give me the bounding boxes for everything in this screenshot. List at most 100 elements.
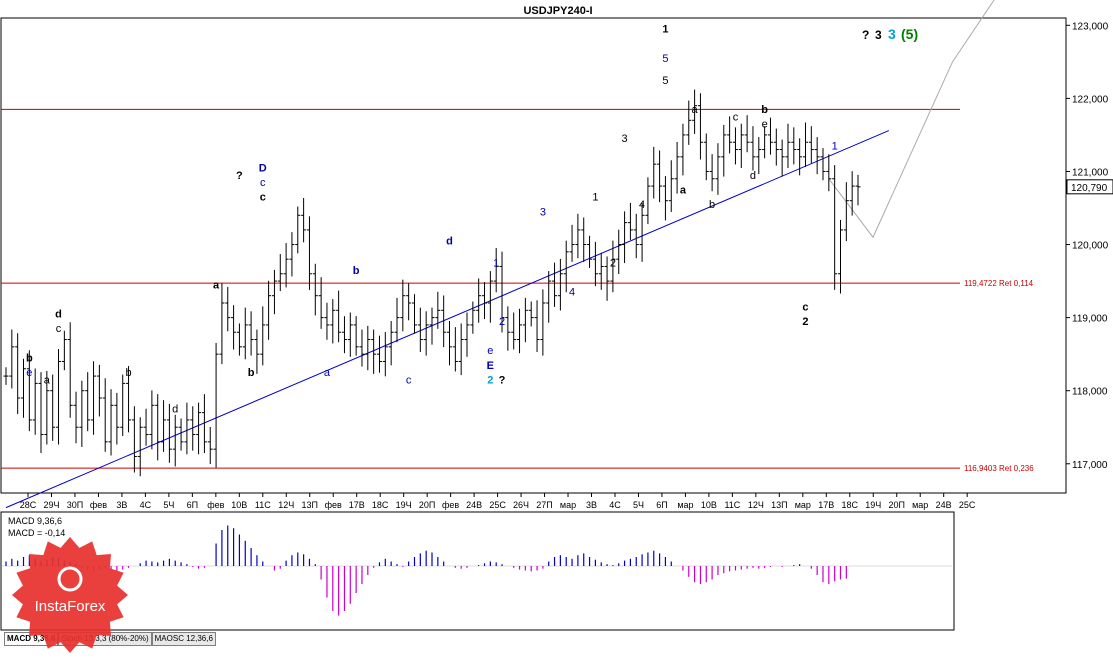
ohlc-bar (178, 418, 184, 451)
wave-label: b (248, 367, 255, 379)
ohlc-bar (826, 154, 832, 192)
ohlc-bar (843, 182, 849, 242)
ohlc-bar (441, 295, 447, 348)
ohlc-bar (517, 308, 523, 354)
ohlc-bar (347, 312, 353, 357)
ohlc-bar (15, 333, 21, 415)
wave-label: c (733, 111, 739, 123)
x-tick-label: 3В (116, 500, 127, 510)
tab-maosc[interactable]: MAOSC 12,36,6 (151, 632, 216, 646)
ohlc-bar (522, 297, 528, 343)
ohlc-bar (260, 306, 266, 366)
ohlc-bar (359, 329, 365, 367)
ohlc-bar (744, 115, 750, 153)
ohlc-bar (382, 331, 388, 377)
ohlc-bar (773, 128, 779, 166)
wave-label: d (446, 236, 453, 248)
x-tick-label: 25С (959, 500, 976, 510)
x-tick-label: 24В (936, 500, 952, 510)
ohlc-bar (406, 283, 412, 321)
ohlc-bar (452, 327, 458, 372)
wave-label: 2 (499, 316, 505, 328)
ohlc-bar (587, 235, 593, 268)
wave-label: e (762, 119, 768, 131)
x-tick-label: 29Ч (43, 500, 59, 510)
ohlc-bar (248, 311, 254, 356)
ohlc-bar (114, 392, 120, 445)
ohlc-bar (236, 323, 242, 356)
forecast-path (828, 0, 995, 239)
wave-label: d (55, 309, 62, 321)
wave-label: b (709, 199, 715, 211)
ohlc-bar (557, 258, 563, 311)
wave-label: b (26, 352, 33, 364)
ohlc-bar (505, 306, 511, 351)
ohlc-bar (622, 211, 628, 264)
ohlc-bar (225, 286, 231, 332)
ohlc-bar (703, 133, 709, 181)
ohlc-bar (581, 217, 587, 262)
ohlc-bar (44, 370, 50, 445)
ohlc-bar (201, 394, 207, 454)
ohlc-bar (289, 232, 295, 277)
ohlc-bar (668, 160, 674, 212)
ohlc-bar (32, 368, 38, 435)
ohlc-bar (56, 349, 62, 445)
ohlc-bar (837, 219, 843, 294)
x-tick-label: фев (325, 500, 342, 510)
fib-level-label: 116,9403 Ret 0,236 (964, 464, 1034, 473)
ohlc-bar (657, 150, 663, 203)
wave-label: a (692, 104, 699, 116)
y-tick-label: 119,000 (1072, 314, 1108, 325)
wave-label: a (213, 279, 220, 291)
ohlc-bar (26, 350, 32, 432)
wave-label: D (259, 162, 267, 174)
x-tick-label: 17В (818, 500, 834, 510)
x-tick-label: 27П (536, 500, 552, 510)
x-tick-label: 20П (419, 500, 435, 510)
wave-count-label: ? (862, 28, 869, 42)
x-tick-label: 5Ч (163, 500, 174, 510)
wave-label: ? (499, 374, 506, 386)
ohlc-bar (855, 174, 861, 206)
ohlc-bar (120, 374, 126, 436)
current-price-label: 120,790 (1071, 183, 1108, 194)
x-tick-label: 26Ч (513, 500, 529, 510)
x-tick-label: 18С (372, 500, 389, 510)
ohlc-bar (266, 280, 272, 340)
ohlc-bar (820, 148, 826, 181)
ohlc-bar (196, 402, 202, 455)
ohlc-bar (470, 301, 476, 334)
ohlc-bar (639, 202, 645, 262)
ohlc-bar (511, 312, 517, 350)
instaforex-logo: InstaForex (12, 537, 128, 653)
ohlc-bar (184, 402, 190, 455)
ohlc-bar (791, 127, 797, 165)
ohlc-bar (365, 325, 371, 371)
wave-label: e (487, 345, 493, 357)
x-tick-label: 25С (489, 500, 506, 510)
y-tick-label: 117,000 (1072, 460, 1108, 471)
ohlc-bar (569, 224, 575, 262)
ohlc-bar (207, 426, 213, 465)
wave-label: c (56, 323, 62, 335)
ohlc-bar (750, 126, 756, 171)
ohlc-bar (91, 361, 97, 435)
ohlc-bar (166, 403, 172, 463)
y-tick-label: 121,000 (1072, 167, 1109, 178)
ohlc-bar (231, 305, 237, 350)
ohlc-bar (213, 342, 219, 468)
logo-text: InstaForex (35, 598, 106, 615)
ohlc-bar (3, 367, 9, 385)
ohlc-bar (493, 247, 499, 293)
x-tick-label: мар (912, 500, 928, 510)
x-tick-label: 17В (349, 500, 365, 510)
ohlc-bar (738, 123, 744, 169)
wave-label: 2 (802, 316, 808, 328)
ohlc-bar (371, 329, 377, 374)
ohlc-bar (277, 254, 283, 292)
logo-ring-icon (57, 566, 83, 592)
wave-label: a (324, 367, 331, 379)
ohlc-bar (242, 307, 248, 360)
ohlc-bar (464, 312, 470, 357)
